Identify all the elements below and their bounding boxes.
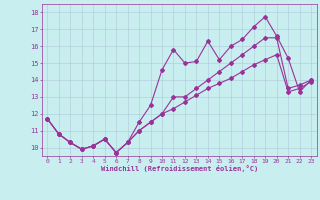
X-axis label: Windchill (Refroidissement éolien,°C): Windchill (Refroidissement éolien,°C)	[100, 165, 258, 172]
